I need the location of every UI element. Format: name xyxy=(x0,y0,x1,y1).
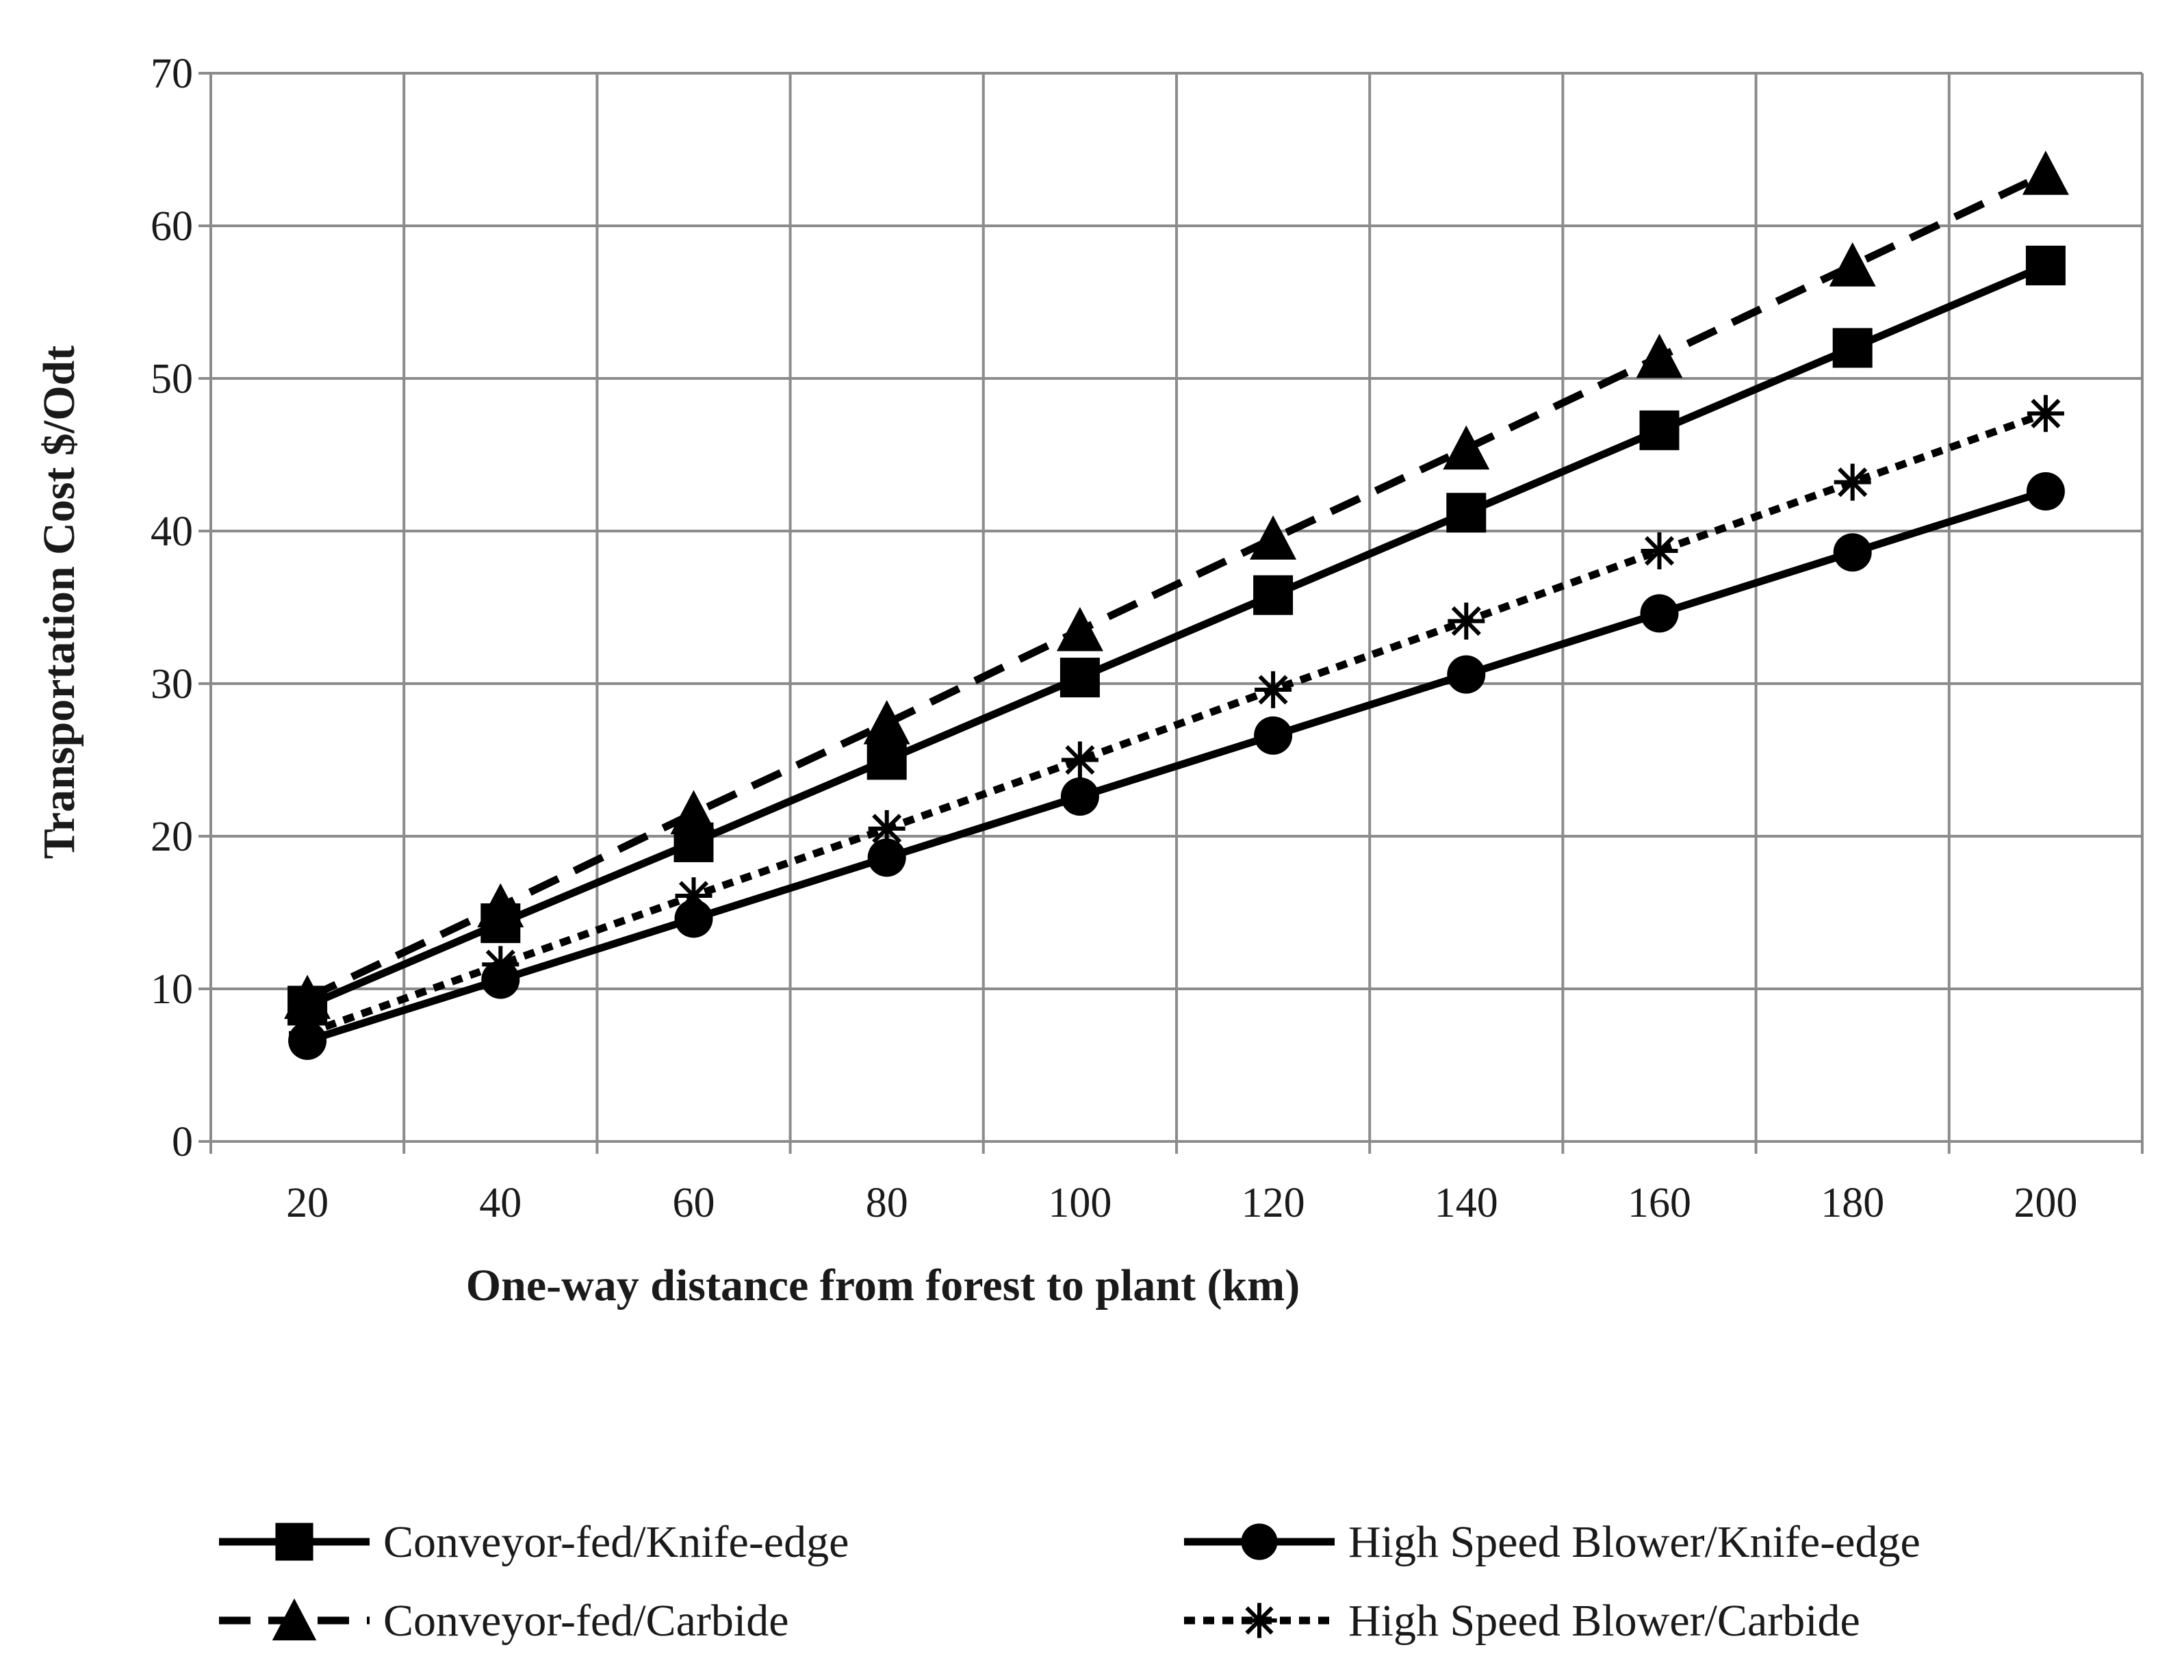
y-tick-label: 70 xyxy=(151,51,193,97)
data-point-square xyxy=(1446,493,1487,533)
asterisk-stroke xyxy=(485,949,515,979)
data-point-triangle xyxy=(477,883,524,928)
data-point-asterisk xyxy=(1061,741,1099,779)
x-tick-label: 120 xyxy=(1242,1180,1305,1226)
x-tick-label: 180 xyxy=(1821,1180,1884,1226)
data-point-asterisk xyxy=(1641,532,1678,569)
legend-label: Conveyor-fed/Knife-edge xyxy=(383,1517,849,1567)
data-point-triangle xyxy=(1056,606,1103,651)
series-line-circle xyxy=(306,487,2047,1045)
legend-label: High Speed Blower/Knife-edge xyxy=(1348,1517,1920,1567)
legend-item: High Speed Blower/Knife-edge xyxy=(1184,1517,1920,1567)
asterisk-stroke xyxy=(1065,745,1095,775)
asterisk-stroke xyxy=(1451,606,1481,636)
y-tick-label: 10 xyxy=(151,966,193,1013)
data-point-triangle xyxy=(863,699,910,745)
data-point-asterisk xyxy=(289,1014,326,1052)
asterisk-stroke xyxy=(678,881,709,911)
legend: Conveyor-fed/Knife-edge High Speed Blower… xyxy=(219,1517,1920,1646)
x-axis-title: One-way distance from forest to plant (k… xyxy=(466,1261,1300,1310)
data-point-square xyxy=(1832,328,1873,368)
y-tick-label: 60 xyxy=(151,203,193,250)
y-tick-label: 30 xyxy=(151,661,193,708)
grid xyxy=(211,72,2144,1141)
y-tick-label: 50 xyxy=(151,356,193,402)
data-point-circle xyxy=(674,899,713,938)
data-point-asterisk xyxy=(1448,602,1485,640)
x-tick-label: 200 xyxy=(2014,1180,2077,1226)
data-point-triangle xyxy=(1250,515,1297,560)
legend-marker-asterisk xyxy=(1242,1603,1277,1638)
data-point-asterisk xyxy=(1255,671,1292,708)
data-point-triangle xyxy=(1829,242,1876,287)
series-line-triangle xyxy=(305,170,2048,1002)
x-tick-label: 40 xyxy=(479,1180,522,1226)
legend-marker-square xyxy=(275,1523,313,1561)
y-tick-label: 0 xyxy=(172,1119,193,1165)
data-point-circle xyxy=(1640,594,1679,633)
data-point-circle xyxy=(1254,716,1293,755)
x-tick-label: 80 xyxy=(866,1180,908,1226)
asterisk-stroke xyxy=(872,814,902,844)
asterisk-stroke xyxy=(1245,1606,1274,1635)
y-tick-label: 20 xyxy=(151,814,193,860)
legend-item: Conveyor-fed/Knife-edge xyxy=(219,1517,849,1567)
data-point-square xyxy=(1059,658,1100,698)
data-point-triangle xyxy=(670,790,717,835)
data-point-triangle xyxy=(284,974,331,1019)
data-point-circle xyxy=(867,838,906,877)
legend-item: Conveyor-fed/Carbide xyxy=(219,1596,789,1646)
y-axis-title: Transportation Cost $/Odt xyxy=(34,346,84,860)
legend-marker-circle xyxy=(1241,1523,1278,1560)
data-point-circle xyxy=(1833,533,1872,572)
data-point-asterisk xyxy=(2027,395,2064,432)
data-point-asterisk xyxy=(482,946,519,983)
x-tick-label: 20 xyxy=(286,1180,329,1226)
data-point-square xyxy=(2025,245,2066,285)
data-point-asterisk xyxy=(868,810,905,847)
legend-label: High Speed Blower/Carbide xyxy=(1348,1596,1860,1646)
legend-item: High Speed Blower/Carbide xyxy=(1184,1596,1860,1646)
x-tick-label: 160 xyxy=(1628,1180,1691,1226)
data-point-triangle xyxy=(1636,333,1683,378)
x-tick-label: 100 xyxy=(1048,1180,1112,1226)
data-point-asterisk xyxy=(1834,463,1871,501)
asterisk-stroke xyxy=(292,1018,322,1048)
tick-labels: 0 10 20 30 40 50 60 70 20 40 60 80 100 120 140 160 180 20… xyxy=(151,51,2077,1226)
data-point-triangle xyxy=(1443,425,1490,470)
series xyxy=(284,151,2069,1060)
asterisk-stroke xyxy=(1644,536,1675,566)
data-point-square xyxy=(866,740,907,780)
y-tick-label: 40 xyxy=(151,508,193,555)
series-line-asterisk xyxy=(306,410,2047,1037)
data-point-circle xyxy=(1060,777,1099,816)
data-point-triangle xyxy=(2022,151,2069,195)
x-tick-label: 60 xyxy=(673,1180,715,1226)
data-point-square xyxy=(1253,575,1294,615)
series-line-square xyxy=(305,261,2048,1009)
legend-label: Conveyor-fed/Carbide xyxy=(383,1596,789,1646)
asterisk-stroke xyxy=(2031,398,2061,428)
data-point-circle xyxy=(2026,472,2065,511)
data-point-square xyxy=(1639,410,1680,450)
asterisk-stroke xyxy=(1838,467,1868,497)
data-point-circle xyxy=(1447,655,1486,694)
asterisk-stroke xyxy=(1258,675,1288,705)
x-tick-label: 140 xyxy=(1435,1180,1498,1226)
data-point-asterisk xyxy=(675,877,712,914)
axes xyxy=(198,72,2144,1154)
legend-marker-triangle xyxy=(272,1598,317,1641)
